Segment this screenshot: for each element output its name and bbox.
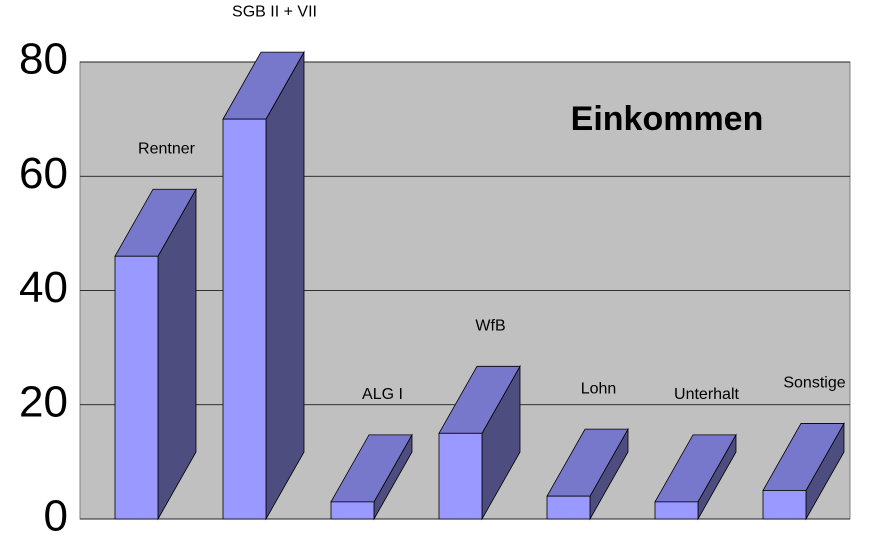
y-tick-label: 20 (19, 377, 68, 426)
category-label: Sonstige (783, 375, 845, 392)
category-label: Lohn (581, 380, 617, 397)
category-label: Rentner (138, 140, 196, 157)
bar (330, 501, 375, 520)
bar (654, 501, 699, 520)
bar (762, 490, 807, 520)
bar (114, 255, 159, 520)
category-label: SGB II + VII (232, 3, 317, 20)
bar (546, 495, 591, 520)
y-tick-label: 80 (19, 35, 68, 84)
category-label: ALG I (362, 386, 403, 403)
bar (222, 118, 267, 520)
category-label: WfB (475, 318, 505, 335)
y-tick-label: 0 (44, 492, 68, 536)
chart-title: Einkommen (571, 100, 764, 138)
y-tick-label: 60 (19, 149, 68, 198)
bar (438, 432, 483, 520)
bar-side (265, 50, 305, 521)
y-tick-label: 40 (19, 263, 68, 312)
category-label: Unterhalt (674, 386, 739, 403)
